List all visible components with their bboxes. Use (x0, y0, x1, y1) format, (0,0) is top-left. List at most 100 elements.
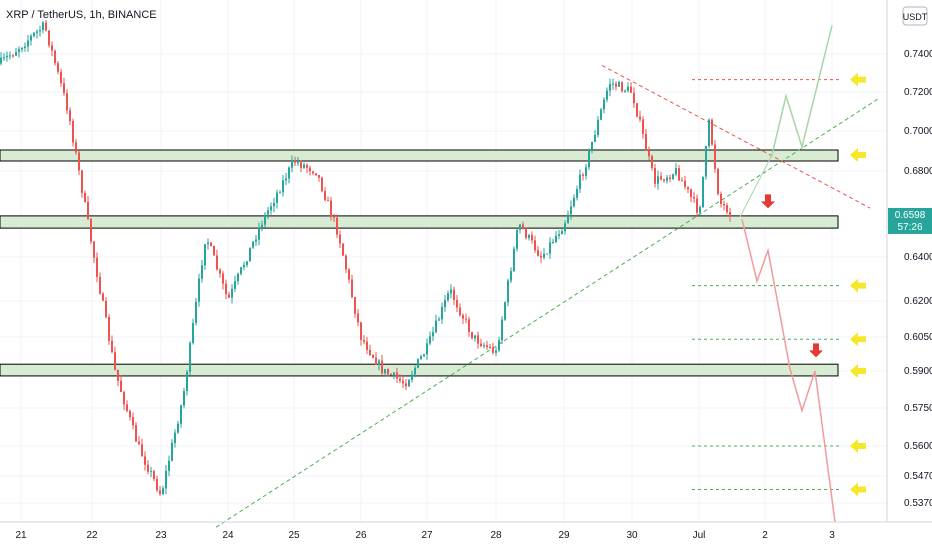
candle-body (411, 374, 413, 380)
candle-body (654, 167, 656, 184)
candle-body (324, 191, 326, 201)
candle-body (360, 322, 362, 341)
candle-body (9, 55, 11, 57)
candle-body (405, 383, 407, 387)
candle-body (618, 82, 620, 87)
price-tick-label: 0.6200 (904, 296, 932, 307)
candle-body (261, 224, 263, 228)
candle-body (309, 167, 311, 172)
candle-body (153, 471, 155, 480)
candle-body (102, 293, 104, 301)
candle-body (453, 289, 455, 300)
candle-body (207, 242, 209, 245)
candle-body (348, 269, 350, 280)
candle-body (357, 313, 359, 323)
candle-body (147, 464, 149, 472)
candle-body (651, 156, 653, 168)
candle-body (312, 171, 314, 174)
candle-body (669, 177, 671, 179)
candle-body (504, 302, 506, 320)
candle-body (0, 57, 2, 64)
candle-body (57, 63, 59, 72)
bearish-projection-path (741, 219, 836, 522)
candle-body (243, 264, 245, 268)
candle-body (108, 317, 110, 341)
candle-body (447, 293, 449, 301)
unit-button[interactable] (902, 6, 928, 26)
candle-body (648, 150, 650, 157)
price-zone (0, 215, 839, 229)
candle-body (435, 320, 437, 333)
arrow-left-icon (850, 332, 866, 347)
candle-body (465, 318, 467, 320)
time-tick-label: 30 (626, 530, 638, 541)
candle-body (306, 164, 308, 168)
candle-body (528, 235, 530, 238)
candle-body (342, 243, 344, 256)
candle-body (18, 49, 20, 52)
time-tick-label: 25 (288, 530, 300, 541)
candle-body (87, 201, 89, 219)
candle-body (78, 152, 80, 171)
candle-body (177, 423, 179, 433)
candle-body (417, 358, 419, 368)
candle-body (456, 299, 458, 308)
candle-body (672, 174, 674, 179)
candle-body (225, 283, 227, 295)
candle-body (444, 300, 446, 308)
candle-body (198, 278, 200, 302)
unit-label[interactable]: USDT (903, 12, 928, 22)
time-ticks: 21 22 23 24 25 26 27 28 29 30 Jul 2 3 (15, 530, 835, 541)
candle-body (513, 248, 515, 272)
candle-body (135, 425, 137, 442)
candle-body (24, 46, 26, 48)
candle-body (717, 168, 719, 194)
candle-body (678, 168, 680, 181)
candle-body (351, 279, 353, 298)
candle-body (705, 146, 707, 177)
candle-body (33, 32, 35, 36)
candle-body (546, 253, 548, 255)
candle-body (534, 240, 536, 251)
candle-body (423, 354, 425, 357)
candle-body (276, 192, 278, 203)
price-tick-label: 0.7000 (904, 126, 932, 137)
candle-body (480, 343, 482, 347)
candle-body (603, 99, 605, 110)
candle-body (471, 331, 473, 339)
candle-body (525, 229, 527, 238)
candle-body (240, 267, 242, 274)
candle-body (363, 340, 365, 342)
candle-body (510, 271, 512, 281)
candle-body (378, 360, 380, 365)
candle-body (612, 83, 614, 85)
candle-body (333, 216, 335, 218)
candle-body (615, 83, 617, 87)
support-resistance-zones (0, 149, 839, 377)
candle-body (489, 347, 491, 349)
candle-body (369, 349, 371, 355)
candle-body (576, 189, 578, 198)
price-tick-label: 0.5750 (904, 403, 932, 414)
candle-body (294, 160, 296, 163)
candle-body (336, 217, 338, 235)
candle-body (657, 176, 659, 184)
candle-body (726, 205, 728, 213)
price-tick-label: 0.6400 (904, 252, 932, 263)
candle-body (483, 345, 485, 347)
chart-markers (761, 72, 866, 497)
price-tick-label: 0.7400 (904, 49, 932, 60)
candle-body (204, 244, 206, 266)
candle-body (327, 200, 329, 202)
candle-body (585, 167, 587, 176)
time-tick-label: 2 (762, 530, 768, 541)
candle-body (141, 444, 143, 457)
candle-body (555, 235, 557, 243)
candle-body (279, 192, 281, 194)
candle-body (132, 417, 134, 426)
candle-body (531, 235, 533, 241)
candle-body (168, 460, 170, 471)
candle-body (720, 193, 722, 204)
